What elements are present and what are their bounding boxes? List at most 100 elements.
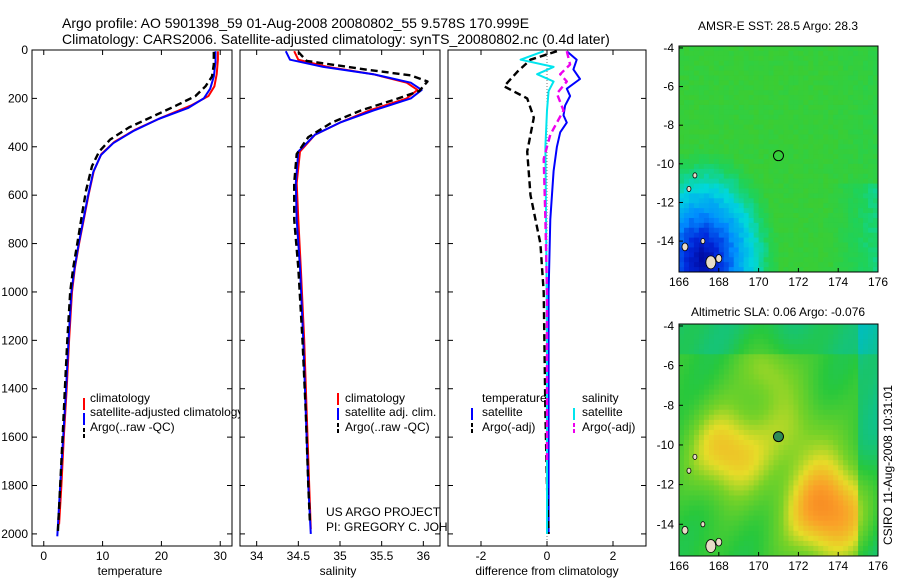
heatmap-cell: [858, 70, 864, 77]
heatmap-cell: [763, 134, 770, 140]
island-shape: [692, 453, 698, 460]
heatmap-cell: [758, 65, 765, 72]
heatmap-cell: [873, 85, 878, 91]
heatmap-cell: [818, 227, 824, 234]
heatmap-cell: [808, 429, 814, 436]
heatmap-cell: [838, 262, 844, 268]
heatmap-cell: [843, 374, 849, 381]
heatmap-cell: [848, 252, 854, 258]
heatmap-cell: [813, 434, 819, 441]
heatmap-cell: [813, 344, 819, 350]
heatmap-cell: [728, 545, 735, 552]
heatmap-cell: [833, 139, 839, 145]
heatmap-cell: [803, 374, 809, 381]
heatmap-cell: [733, 203, 740, 209]
heatmap-cell: [728, 480, 735, 486]
heatmap-cell: [683, 379, 690, 386]
heatmap-cell: [763, 70, 770, 77]
heatmap-cell: [803, 227, 809, 234]
heatmap-cell: [713, 324, 720, 330]
heatmap-cell: [773, 480, 780, 486]
heatmap-cell: [778, 460, 785, 466]
heatmap-cell: [868, 545, 874, 552]
heatmap-cell: [848, 485, 854, 492]
heatmap-cell: [853, 119, 859, 126]
heatmap-cell: [813, 139, 819, 145]
x-tick-label: 35: [333, 549, 347, 563]
heatmap-cell: [833, 104, 839, 111]
heatmap-cell: [763, 227, 770, 234]
heatmap-cell: [813, 455, 819, 461]
heatmap-cell: [698, 500, 705, 507]
heatmap-cell: [823, 247, 829, 253]
heatmap-cell: [853, 344, 859, 350]
heatmap-cell: [679, 349, 685, 355]
heatmap-cell: [873, 455, 878, 461]
heatmap-cell: [773, 455, 780, 461]
heatmap-cell: [848, 262, 854, 268]
heatmap-cell: [758, 384, 765, 391]
heatmap-cell: [743, 237, 750, 244]
x-tick-label: 170: [749, 275, 769, 289]
heatmap-cell: [808, 75, 814, 81]
heatmap-cell: [788, 95, 795, 101]
heatmap-cell: [803, 399, 809, 406]
heatmap-cell: [713, 505, 720, 512]
heatmap-cell: [848, 80, 854, 86]
heatmap-cell: [683, 455, 690, 461]
sla-map-frame: [678, 323, 879, 557]
figure-title-line1: Argo profile: AO 5901398_59 01-Aug-2008 …: [62, 15, 529, 31]
heatmap-cell: [683, 550, 690, 556]
heatmap-cell: [703, 217, 710, 224]
heatmap-cell: [679, 339, 685, 345]
heatmap-cell: [873, 510, 878, 517]
heatmap-cell: [793, 75, 799, 81]
heatmap-cell: [783, 144, 790, 150]
heatmap-cell: [838, 65, 844, 72]
heatmap-cell: [708, 114, 715, 121]
heatmap-cell: [868, 46, 874, 52]
heatmap-cell: [783, 60, 790, 67]
heatmap-cell: [858, 339, 864, 345]
heatmap-cell: [728, 520, 735, 527]
heatmap-cell: [833, 349, 839, 355]
heatmap-cell: [818, 60, 824, 67]
heatmap-cell: [868, 379, 874, 386]
heatmap-cell: [733, 359, 740, 365]
sla-map: Altimetric SLA: 0.06 Argo: -0.076 166 168…: [657, 305, 889, 573]
heatmap-cell: [778, 262, 785, 268]
heatmap-cell: [698, 374, 705, 381]
heatmap-cell: [758, 455, 765, 461]
y-tick-label: 1600: [1, 430, 28, 444]
heatmap-cell: [743, 455, 750, 461]
heatmap-cell: [693, 404, 700, 411]
heatmap-cell: [843, 129, 849, 136]
heatmap-cell: [688, 374, 695, 381]
heatmap-cell: [773, 46, 780, 52]
heatmap-cell: [738, 114, 745, 121]
heatmap-cell: [758, 344, 765, 350]
heatmap-cell: [753, 339, 760, 345]
heatmap-cell: [763, 500, 770, 507]
heatmap-cell: [778, 409, 785, 416]
heatmap-cell: [843, 100, 849, 106]
heatmap-cell: [813, 178, 819, 185]
heatmap-cell: [858, 440, 864, 446]
heatmap-cell: [793, 178, 799, 185]
heatmap-cell: [813, 227, 819, 234]
heatmap-cell: [828, 173, 834, 180]
heatmap-cell: [808, 149, 814, 155]
heatmap-cell: [828, 409, 834, 416]
heatmap-cell: [843, 510, 849, 517]
heatmap-cell: [758, 237, 765, 244]
heatmap-cell: [743, 500, 750, 507]
heatmap-cell: [733, 144, 740, 150]
heatmap-cell: [778, 550, 785, 556]
heatmap-cell: [858, 119, 864, 126]
heatmap-cell: [743, 434, 750, 441]
heatmap-cell: [708, 515, 715, 522]
heatmap-cell: [798, 119, 804, 126]
heatmap-cell: [803, 379, 809, 386]
heatmap-cell: [873, 530, 878, 537]
heatmap-cell: [713, 267, 720, 272]
